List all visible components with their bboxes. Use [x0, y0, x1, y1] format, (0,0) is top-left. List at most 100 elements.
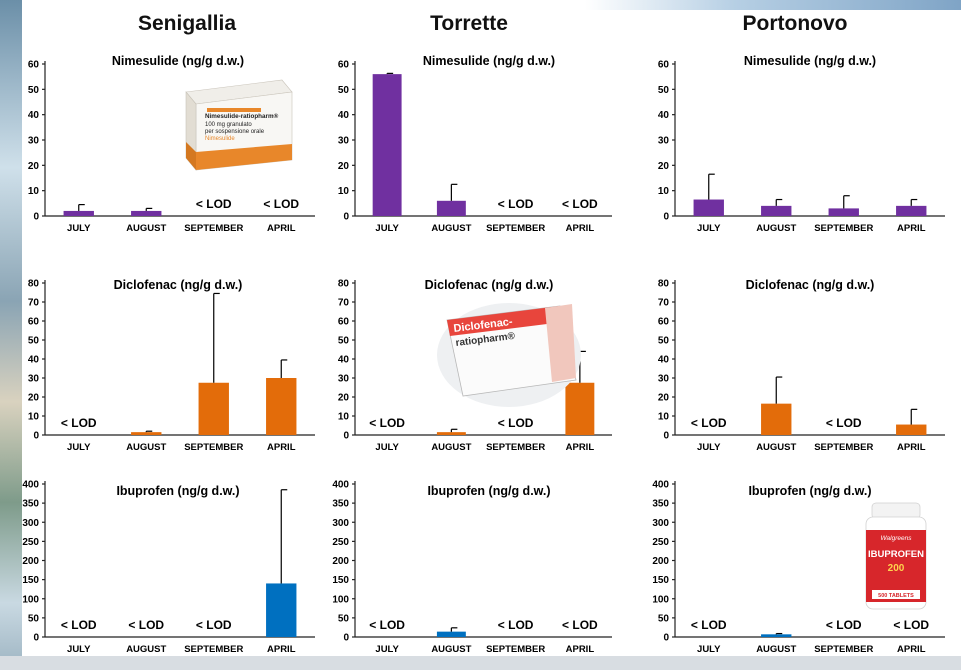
- y-tick-label: 50: [658, 613, 670, 624]
- y-tick-label: 0: [343, 212, 349, 223]
- nimesulide-box-image: Nimesulide-ratiopharm® 100 mg granulatope…: [185, 79, 293, 171]
- y-tick-label: 250: [22, 537, 39, 548]
- y-tick-label: 20: [28, 161, 40, 172]
- x-tick-label-august: AUGUST: [756, 223, 796, 234]
- y-tick-label: 30: [338, 136, 350, 147]
- y-tick-label: 200: [22, 556, 39, 567]
- x-tick-label-september: SEPTEMBER: [486, 644, 545, 655]
- bar-september: [828, 208, 859, 216]
- y-tick-label: 20: [658, 161, 670, 172]
- y-tick-label: 60: [28, 317, 40, 328]
- y-tick-label: 150: [332, 575, 349, 586]
- bar-july: [63, 210, 94, 216]
- svg-text:100 mg granulato: 100 mg granulato: [205, 122, 252, 128]
- x-tick-label-august: AUGUST: [126, 442, 166, 453]
- chart-title-torrette-diclofenac: Diclofenac (ng/g d.w.): [425, 278, 554, 292]
- y-tick-label: 100: [652, 594, 669, 605]
- x-tick-label-august: AUGUST: [756, 644, 796, 655]
- site-title-senigallia: Senigallia: [137, 12, 237, 35]
- x-tick-label-july: JULY: [375, 442, 399, 453]
- x-tick-label-april: APRIL: [897, 644, 926, 655]
- bar-april: [266, 378, 297, 435]
- panel-senigallia-diclofenac: Diclofenac (ng/g d.w.) 0 10 20 30 40 50 60 70 80 J…: [28, 278, 315, 453]
- bar-april: [896, 205, 927, 216]
- x-tick-label-august: AUGUST: [126, 223, 166, 234]
- y-tick-label: 10: [28, 186, 40, 197]
- y-tick-label: 50: [28, 85, 40, 96]
- chart-title-torrette-ibuprofen: Ibuprofen (ng/g d.w.): [427, 484, 550, 498]
- y-tick-label: 80: [338, 279, 350, 290]
- y-tick-label: 0: [663, 431, 669, 442]
- y-tick-label: 70: [338, 298, 350, 309]
- lod-label-september: < LOD: [498, 416, 534, 430]
- x-tick-label-september: SEPTEMBER: [184, 442, 243, 453]
- panel-portonovo-diclofenac: Diclofenac (ng/g d.w.) 0 10 20 30 40 50 60 70 80 J…: [658, 278, 945, 453]
- y-tick-label: 150: [22, 575, 39, 586]
- bar-august: [436, 200, 466, 216]
- y-tick-label: 60: [338, 60, 350, 71]
- background-photo-strip: [0, 0, 22, 670]
- x-tick-label-september: SEPTEMBER: [814, 442, 873, 453]
- svg-text:Walgreens: Walgreens: [881, 535, 913, 542]
- y-tick-label: 50: [338, 613, 350, 624]
- y-tick-label: 40: [658, 110, 670, 121]
- lod-label-september: < LOD: [498, 618, 534, 632]
- y-tick-label: 0: [663, 212, 669, 223]
- x-tick-label-july: JULY: [697, 442, 721, 453]
- panel-torrette-diclofenac: Diclofenac (ng/g d.w.) 0 10 20 30 40 50 60 70 80 J…: [338, 278, 612, 453]
- x-tick-label-august: AUGUST: [126, 644, 166, 655]
- site-title-torrette: Torrette: [430, 12, 508, 35]
- bar-april: [565, 382, 595, 435]
- x-tick-label-september: SEPTEMBER: [814, 223, 873, 234]
- chart-title-portonovo-diclofenac: Diclofenac (ng/g d.w.): [746, 278, 875, 292]
- y-tick-label: 10: [658, 412, 670, 423]
- bar-april: [896, 424, 927, 435]
- y-tick-label: 250: [652, 537, 669, 548]
- y-tick-label: 0: [33, 431, 39, 442]
- x-tick-label-july: JULY: [375, 223, 399, 234]
- y-tick-label: 50: [28, 336, 40, 347]
- x-tick-label-july: JULY: [697, 644, 721, 655]
- bar-august: [436, 432, 466, 435]
- bar-august: [761, 205, 792, 216]
- x-tick-label-july: JULY: [67, 223, 91, 234]
- y-tick-label: 30: [658, 136, 670, 147]
- x-tick-label-april: APRIL: [267, 223, 296, 234]
- bar-august: [131, 432, 162, 435]
- y-tick-label: 80: [28, 279, 40, 290]
- y-tick-label: 30: [338, 374, 350, 385]
- y-tick-label: 50: [658, 336, 670, 347]
- y-tick-label: 20: [658, 393, 670, 404]
- x-tick-label-september: SEPTEMBER: [184, 223, 243, 234]
- y-tick-label: 20: [28, 393, 40, 404]
- y-tick-label: 60: [658, 60, 670, 71]
- y-tick-label: 10: [28, 412, 40, 423]
- y-tick-label: 50: [338, 85, 350, 96]
- lod-label-april: < LOD: [263, 197, 299, 211]
- y-tick-label: 350: [652, 499, 669, 510]
- x-tick-label-april: APRIL: [566, 644, 595, 655]
- site-title-portonovo: Portonovo: [742, 12, 848, 35]
- y-tick-label: 100: [22, 594, 39, 605]
- x-tick-label-april: APRIL: [566, 223, 595, 234]
- x-tick-label-august: AUGUST: [431, 442, 471, 453]
- y-tick-label: 70: [658, 298, 670, 309]
- panel-senigallia-nimesulide: Nimesulide (ng/g d.w.) 0 10 20 30 40 50 60 JULY A…: [28, 54, 315, 234]
- y-tick-label: 150: [652, 575, 669, 586]
- x-tick-label-september: SEPTEMBER: [184, 644, 243, 655]
- y-tick-label: 250: [332, 537, 349, 548]
- chart-title-senigallia-diclofenac: Diclofenac (ng/g d.w.): [114, 278, 243, 292]
- y-tick-label: 300: [332, 518, 349, 529]
- y-tick-label: 70: [28, 298, 40, 309]
- lod-label-september: < LOD: [196, 197, 232, 211]
- x-tick-label-august: AUGUST: [756, 442, 796, 453]
- lod-label-july: < LOD: [369, 618, 405, 632]
- bottom-band-decoration: [0, 656, 961, 670]
- lod-label-july: < LOD: [61, 416, 97, 430]
- y-tick-label: 400: [652, 480, 669, 491]
- y-tick-label: 60: [338, 317, 350, 328]
- x-tick-label-august: AUGUST: [431, 223, 471, 234]
- lod-label-april: < LOD: [562, 618, 598, 632]
- x-tick-label-september: SEPTEMBER: [486, 223, 545, 234]
- x-tick-label-august: AUGUST: [431, 644, 471, 655]
